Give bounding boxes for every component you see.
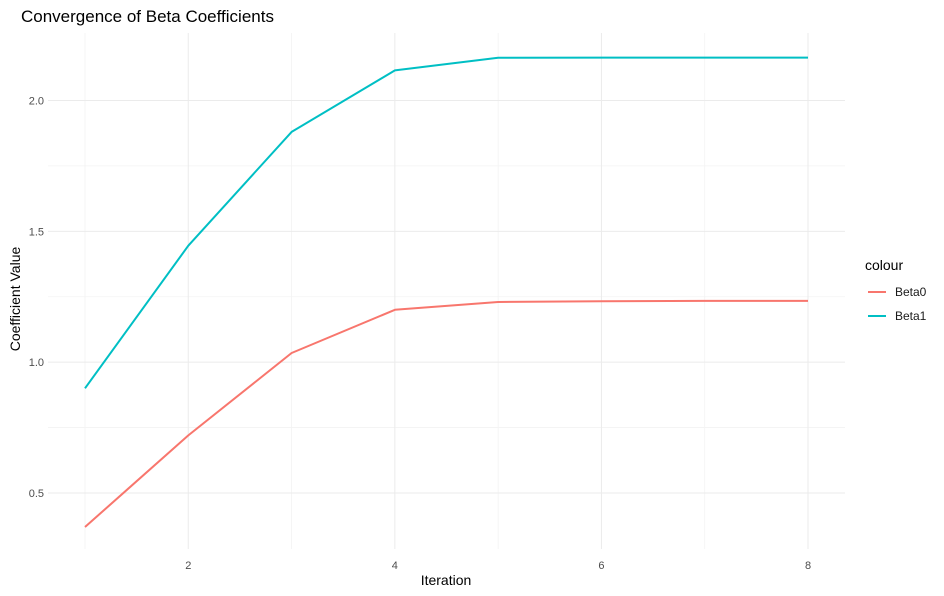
y-axis-label: Coefficient Value [7, 247, 23, 352]
grid [48, 33, 845, 549]
y-tick-label: 2.0 [29, 95, 44, 107]
y-tick-label: 1.0 [29, 357, 44, 369]
x-axis-label: Iteration [421, 572, 472, 588]
x-tick-label: 8 [805, 560, 811, 572]
legend: colour Beta0 Beta1 [865, 257, 927, 323]
x-tick-label: 6 [598, 560, 604, 572]
y-tick-label: 1.5 [29, 226, 44, 238]
series-line-beta1 [84, 56, 808, 389]
legend-label-beta0: Beta0 [895, 285, 927, 299]
legend-title: colour [865, 257, 903, 273]
x-tick-label: 2 [185, 560, 191, 572]
y-tick-label: 0.5 [29, 488, 44, 500]
series-line-beta0 [84, 299, 808, 528]
series-lines [84, 56, 808, 528]
chart-title: Convergence of Beta Coefficients [21, 7, 274, 26]
legend-label-beta1: Beta1 [895, 309, 927, 323]
tick-labels: 2 4 6 8 0.5 1.0 1.5 2.0 [29, 95, 811, 572]
x-tick-label: 4 [392, 560, 398, 572]
